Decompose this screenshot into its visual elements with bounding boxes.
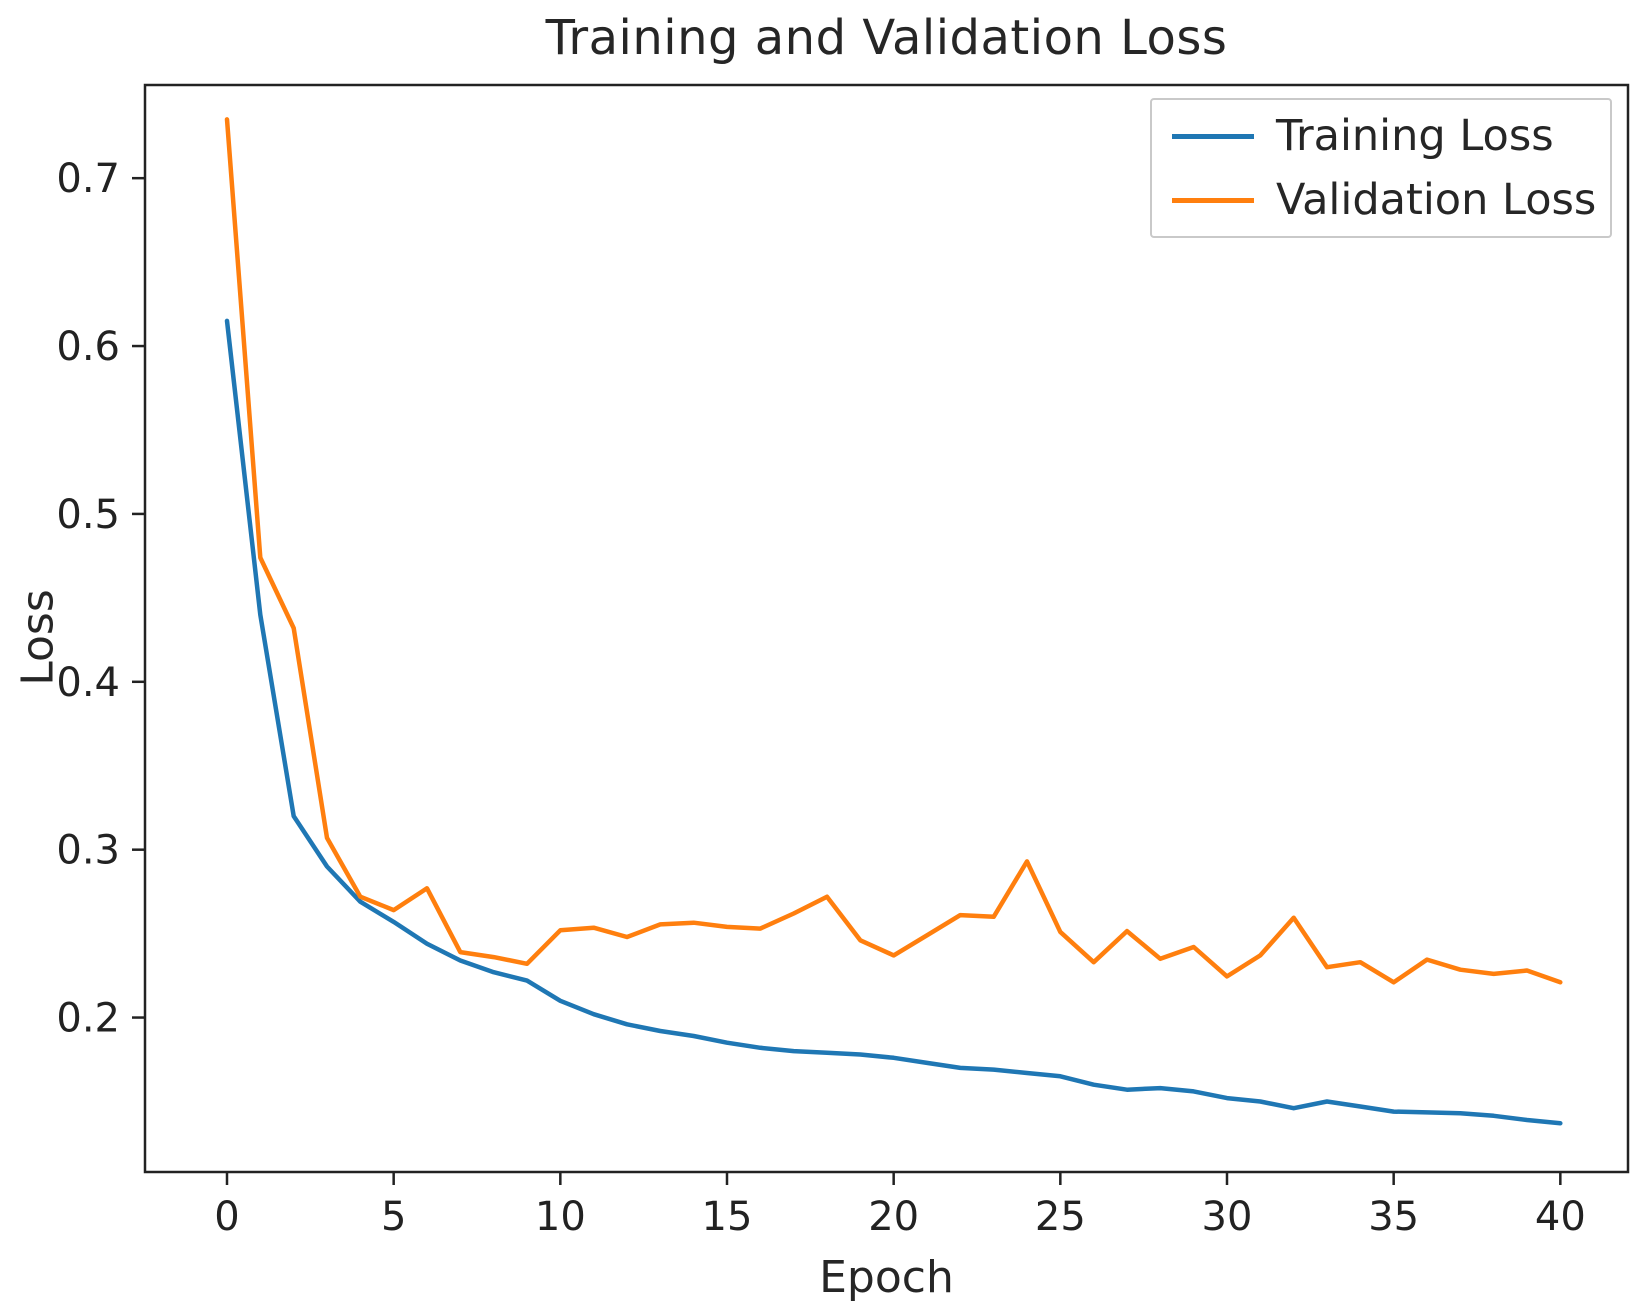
x-tick-label: 25 bbox=[1035, 1194, 1086, 1240]
x-tick-label: 30 bbox=[1202, 1194, 1253, 1240]
chart-title: Training and Validation Loss bbox=[545, 10, 1228, 66]
legend-label-validation-loss: Validation Loss bbox=[1276, 175, 1597, 225]
validation-loss-line-swatch bbox=[1172, 197, 1254, 203]
x-axis-label: Epoch bbox=[819, 1252, 954, 1303]
legend: Training Loss Validation Loss bbox=[1150, 98, 1612, 238]
x-tick-label: 0 bbox=[214, 1194, 239, 1240]
x-tick-label: 40 bbox=[1535, 1194, 1586, 1240]
x-tick-label: 10 bbox=[535, 1194, 586, 1240]
x-tick-label: 35 bbox=[1368, 1194, 1419, 1240]
y-tick-label: 0.4 bbox=[56, 660, 120, 706]
y-tick-label: 0.3 bbox=[56, 828, 120, 874]
y-axis-label: Loss bbox=[12, 589, 64, 686]
training-loss-line bbox=[224, 318, 1563, 1126]
y-tick-label: 0.2 bbox=[56, 996, 120, 1042]
x-tick-label: 5 bbox=[381, 1194, 406, 1240]
validation-loss-line bbox=[224, 117, 1563, 985]
x-tick-label: 15 bbox=[702, 1194, 753, 1240]
plot-frame bbox=[143, 83, 1630, 1174]
y-tick-label: 0.6 bbox=[56, 324, 120, 370]
training-loss-line-swatch bbox=[1172, 133, 1254, 139]
legend-item-training-loss: Training Loss bbox=[1152, 111, 1610, 161]
legend-label-training-loss: Training Loss bbox=[1276, 111, 1554, 161]
y-tick-label: 0.7 bbox=[56, 156, 120, 202]
y-tick-label: 0.5 bbox=[56, 492, 120, 538]
legend-item-validation-loss: Validation Loss bbox=[1152, 175, 1610, 225]
x-tick-label: 20 bbox=[868, 1194, 919, 1240]
